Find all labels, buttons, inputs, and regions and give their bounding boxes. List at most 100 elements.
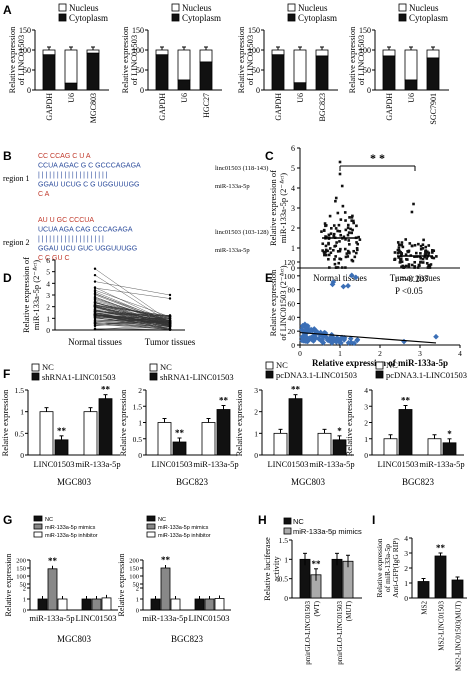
scatter-point xyxy=(393,258,397,261)
scatter-point xyxy=(404,264,408,268)
scatter-point xyxy=(348,339,355,346)
paired-point xyxy=(168,297,172,300)
y-tick-label: 3 xyxy=(254,386,258,395)
significance-stars: * * xyxy=(370,151,385,165)
scatter-point xyxy=(413,243,417,247)
legend-mimics: miR-133a-5p mimics xyxy=(158,525,209,531)
scatter-point xyxy=(429,263,433,266)
scatter-point xyxy=(424,250,427,253)
legend-swatch-nc xyxy=(31,363,40,372)
scatter-point xyxy=(419,260,422,264)
scatter-point xyxy=(338,172,342,176)
y-tick-label: 50 xyxy=(136,66,144,75)
y-tick-label: 200 xyxy=(129,558,139,565)
y-tick-label: 2 xyxy=(291,224,295,233)
category-label: GAPDH xyxy=(385,93,394,121)
paired-line xyxy=(94,307,171,326)
panel-letter-h: H xyxy=(258,513,267,527)
scatter-point xyxy=(358,238,362,241)
scatter-point xyxy=(419,244,423,248)
y-tick-label: 0.5 xyxy=(15,429,25,438)
scatter-point xyxy=(326,249,329,253)
y-tick-label: 1 xyxy=(291,244,295,253)
bar-nc xyxy=(201,422,216,456)
scatter-point xyxy=(333,258,336,261)
scatter-point xyxy=(407,263,411,266)
cell-line-label: BGC823 xyxy=(171,634,204,644)
scatter-point xyxy=(351,228,354,232)
scatter-point xyxy=(425,257,429,260)
y-tick-label: 4 xyxy=(404,534,408,543)
y-axis-label: Relative luciferase xyxy=(262,537,272,601)
category-label: MS2-LINC01503(MUT) xyxy=(455,600,463,671)
y-axis-label: Relative expression xyxy=(120,26,130,94)
scatter-point xyxy=(344,238,347,241)
region1-sequence-line: CCUA AGAC G C GCCCAGAGA xyxy=(38,163,141,170)
y-tick-label: 1 xyxy=(138,419,142,428)
significance-stars: ** xyxy=(48,556,58,566)
y-tick-label: 4 xyxy=(291,184,295,193)
bar-cytoplasm xyxy=(382,55,396,91)
panel-letter-b: B xyxy=(3,149,12,163)
category-label: Tumor tissues xyxy=(145,337,196,347)
y-tick-label: 150 xyxy=(19,26,31,35)
scatter-point xyxy=(352,219,355,223)
paired-point xyxy=(93,280,97,283)
y-axis-label: of miR-133a-5p xyxy=(383,544,392,592)
category-label: U6 xyxy=(180,93,189,103)
scatter-point xyxy=(421,247,425,250)
scatter-point xyxy=(351,259,355,263)
scatter-point xyxy=(338,160,342,164)
scatter-point xyxy=(336,211,340,215)
scatter-point xyxy=(346,249,350,253)
paired-line xyxy=(94,314,171,321)
bar-cytoplasm xyxy=(86,52,100,91)
y-axis-label: miR-133a-5p (2⁻ᐞᶜᵗ) xyxy=(31,260,41,330)
scatter-point xyxy=(410,244,414,248)
bar-nc xyxy=(39,411,54,456)
legend-swatch-nucleus xyxy=(398,3,407,12)
paired-line xyxy=(94,294,171,324)
bar-nc xyxy=(383,438,398,456)
y-axis-label: of LINC01503 xyxy=(16,35,26,85)
scatter-point xyxy=(339,233,342,237)
scatter-point xyxy=(412,202,415,206)
scatter-point xyxy=(425,261,429,265)
scatter-point xyxy=(323,251,326,255)
bar-cytoplasm xyxy=(199,61,213,91)
y-axis-label: Relative expression xyxy=(347,26,357,94)
scatter-point xyxy=(417,242,420,246)
cell-line-label: BGC823 xyxy=(176,477,209,487)
category-label: LINC01503 xyxy=(75,613,116,623)
category-label: MS2-LINC01503 xyxy=(438,601,446,651)
scatter-point xyxy=(348,272,355,279)
bar-nucleus xyxy=(293,49,307,84)
bar-nc xyxy=(273,432,288,456)
legend-cytoplasm: Cytoplasm xyxy=(298,13,337,23)
panel-letter-g: G xyxy=(3,513,12,527)
y-tick-label: 5 xyxy=(46,268,50,277)
scatter-point xyxy=(421,257,425,261)
y-tick-label: 2 xyxy=(364,419,368,428)
y-tick-label: 1 xyxy=(20,408,24,417)
category-label: BGC823 xyxy=(318,93,327,121)
scatter-point xyxy=(350,231,354,235)
category-label: GAPDH xyxy=(274,93,283,121)
bar-nucleus xyxy=(382,49,396,57)
scatter-point xyxy=(353,274,359,281)
category-label: U6 xyxy=(67,93,76,103)
scatter-point xyxy=(334,196,338,200)
scatter-point xyxy=(393,251,397,254)
region2-label: region 2 xyxy=(3,238,29,247)
scatter-point xyxy=(333,339,340,345)
y-axis-label: Relative expression xyxy=(117,554,126,617)
y-tick-label: 100 xyxy=(284,272,296,281)
y-tick-label: 2 xyxy=(46,303,50,312)
scatter-point xyxy=(344,228,348,232)
bar-cytoplasm xyxy=(315,55,329,91)
category-label: (WT) xyxy=(313,600,321,616)
legend-swatch-nc xyxy=(375,361,384,370)
scatter-point xyxy=(346,233,350,237)
scatter-point xyxy=(427,251,431,255)
y-tick-label: 1 xyxy=(136,597,139,604)
